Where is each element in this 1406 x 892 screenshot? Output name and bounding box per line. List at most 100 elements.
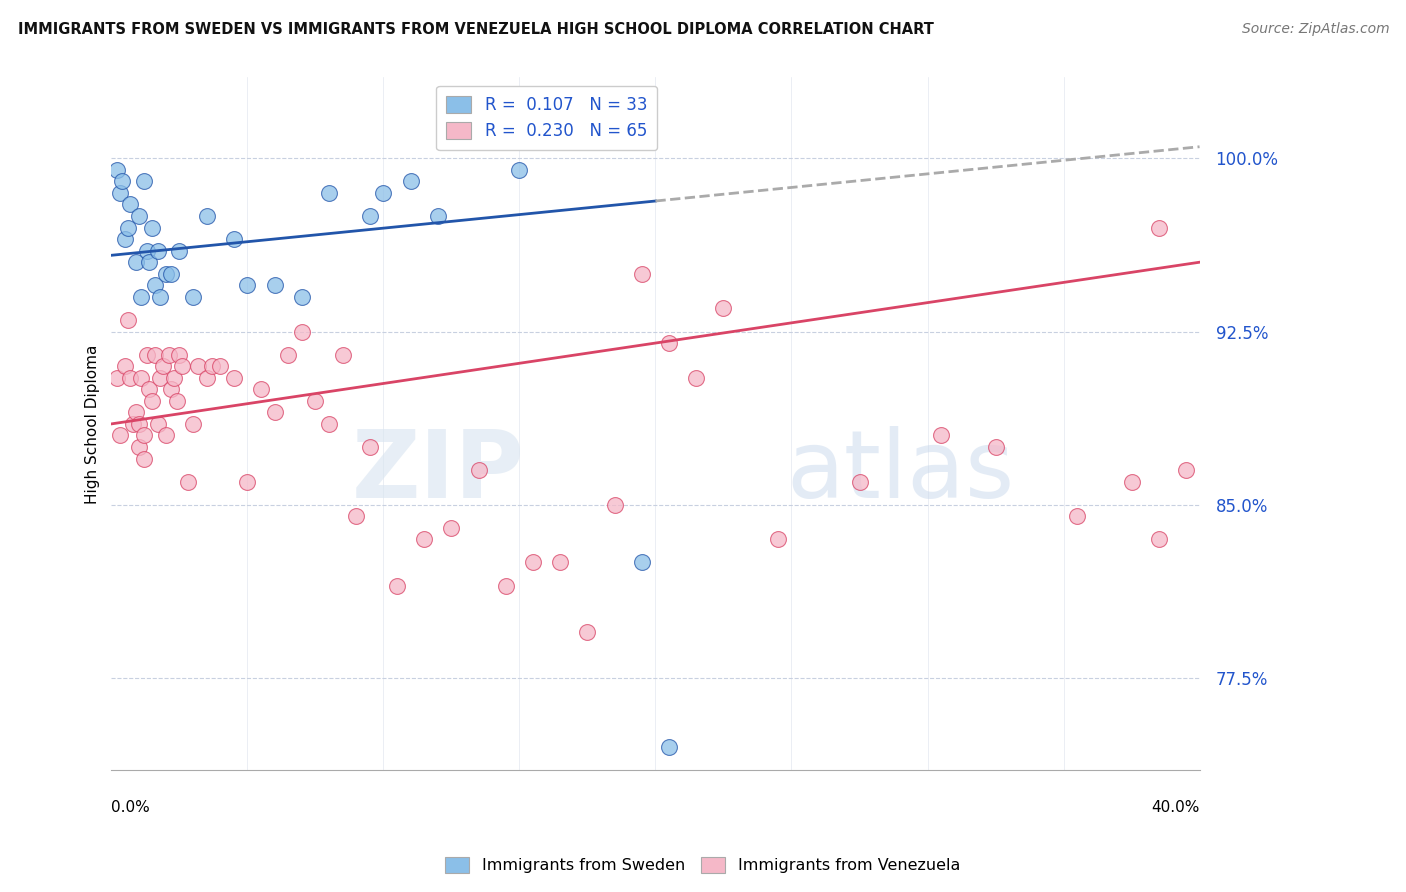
Text: 0.0%: 0.0% — [111, 800, 150, 815]
Point — [122, 417, 145, 431]
Point — [399, 174, 422, 188]
Point — [146, 417, 169, 431]
Point — [658, 740, 681, 755]
Point — [114, 359, 136, 373]
Point — [128, 440, 150, 454]
Point — [332, 348, 354, 362]
Point — [508, 162, 530, 177]
Point — [984, 440, 1007, 454]
Point — [149, 370, 172, 384]
Point — [413, 533, 436, 547]
Point — [105, 370, 128, 384]
Point — [467, 463, 489, 477]
Point — [236, 475, 259, 489]
Point — [172, 359, 194, 373]
Point — [277, 348, 299, 362]
Point — [236, 278, 259, 293]
Point — [426, 209, 449, 223]
Point — [117, 220, 139, 235]
Point — [114, 232, 136, 246]
Point — [169, 244, 191, 258]
Point — [163, 370, 186, 384]
Point — [603, 498, 626, 512]
Point — [166, 393, 188, 408]
Point — [176, 475, 198, 489]
Point — [105, 162, 128, 177]
Point — [522, 556, 544, 570]
Point — [495, 578, 517, 592]
Text: Source: ZipAtlas.com: Source: ZipAtlas.com — [1241, 22, 1389, 37]
Point — [187, 359, 209, 373]
Point — [111, 174, 134, 188]
Point — [132, 174, 155, 188]
Point — [195, 370, 218, 384]
Point — [848, 475, 870, 489]
Text: atlas: atlas — [786, 426, 1014, 518]
Point — [222, 232, 245, 246]
Point — [131, 290, 153, 304]
Point — [209, 359, 232, 373]
Point — [132, 428, 155, 442]
Legend: R =  0.107   N = 33, R =  0.230   N = 65: R = 0.107 N = 33, R = 0.230 N = 65 — [436, 86, 657, 151]
Point — [146, 244, 169, 258]
Point — [135, 244, 157, 258]
Point — [359, 209, 381, 223]
Point — [160, 382, 183, 396]
Point — [385, 578, 408, 592]
Point — [138, 255, 160, 269]
Point — [548, 556, 571, 570]
Point — [1147, 533, 1170, 547]
Text: ZIP: ZIP — [352, 426, 524, 518]
Point — [108, 428, 131, 442]
Point — [304, 393, 326, 408]
Point — [125, 255, 148, 269]
Point — [138, 382, 160, 396]
Point — [160, 267, 183, 281]
Point — [1147, 220, 1170, 235]
Point — [195, 209, 218, 223]
Point — [318, 417, 340, 431]
Point — [152, 359, 174, 373]
Point — [155, 267, 177, 281]
Point — [128, 209, 150, 223]
Point — [929, 428, 952, 442]
Point — [713, 301, 735, 316]
Point — [155, 428, 177, 442]
Point — [149, 290, 172, 304]
Point — [143, 348, 166, 362]
Point — [120, 197, 142, 211]
Point — [181, 290, 204, 304]
Point — [1066, 509, 1088, 524]
Point — [143, 278, 166, 293]
Point — [169, 348, 191, 362]
Point — [318, 186, 340, 200]
Point — [373, 186, 395, 200]
Point — [631, 556, 654, 570]
Point — [263, 405, 285, 419]
Point — [359, 440, 381, 454]
Point — [263, 278, 285, 293]
Point — [201, 359, 224, 373]
Text: 40.0%: 40.0% — [1152, 800, 1199, 815]
Point — [1174, 463, 1197, 477]
Point — [576, 624, 599, 639]
Point — [291, 325, 314, 339]
Point — [141, 220, 163, 235]
Legend: Immigrants from Sweden, Immigrants from Venezuela: Immigrants from Sweden, Immigrants from … — [439, 850, 967, 880]
Point — [132, 451, 155, 466]
Point — [135, 348, 157, 362]
Point — [658, 336, 681, 351]
Point — [125, 405, 148, 419]
Point — [108, 186, 131, 200]
Point — [117, 313, 139, 327]
Y-axis label: High School Diploma: High School Diploma — [86, 344, 100, 504]
Point — [120, 370, 142, 384]
Point — [181, 417, 204, 431]
Point — [250, 382, 273, 396]
Point — [344, 509, 367, 524]
Point — [157, 348, 180, 362]
Point — [222, 370, 245, 384]
Point — [141, 393, 163, 408]
Point — [440, 521, 463, 535]
Text: IMMIGRANTS FROM SWEDEN VS IMMIGRANTS FROM VENEZUELA HIGH SCHOOL DIPLOMA CORRELAT: IMMIGRANTS FROM SWEDEN VS IMMIGRANTS FRO… — [18, 22, 934, 37]
